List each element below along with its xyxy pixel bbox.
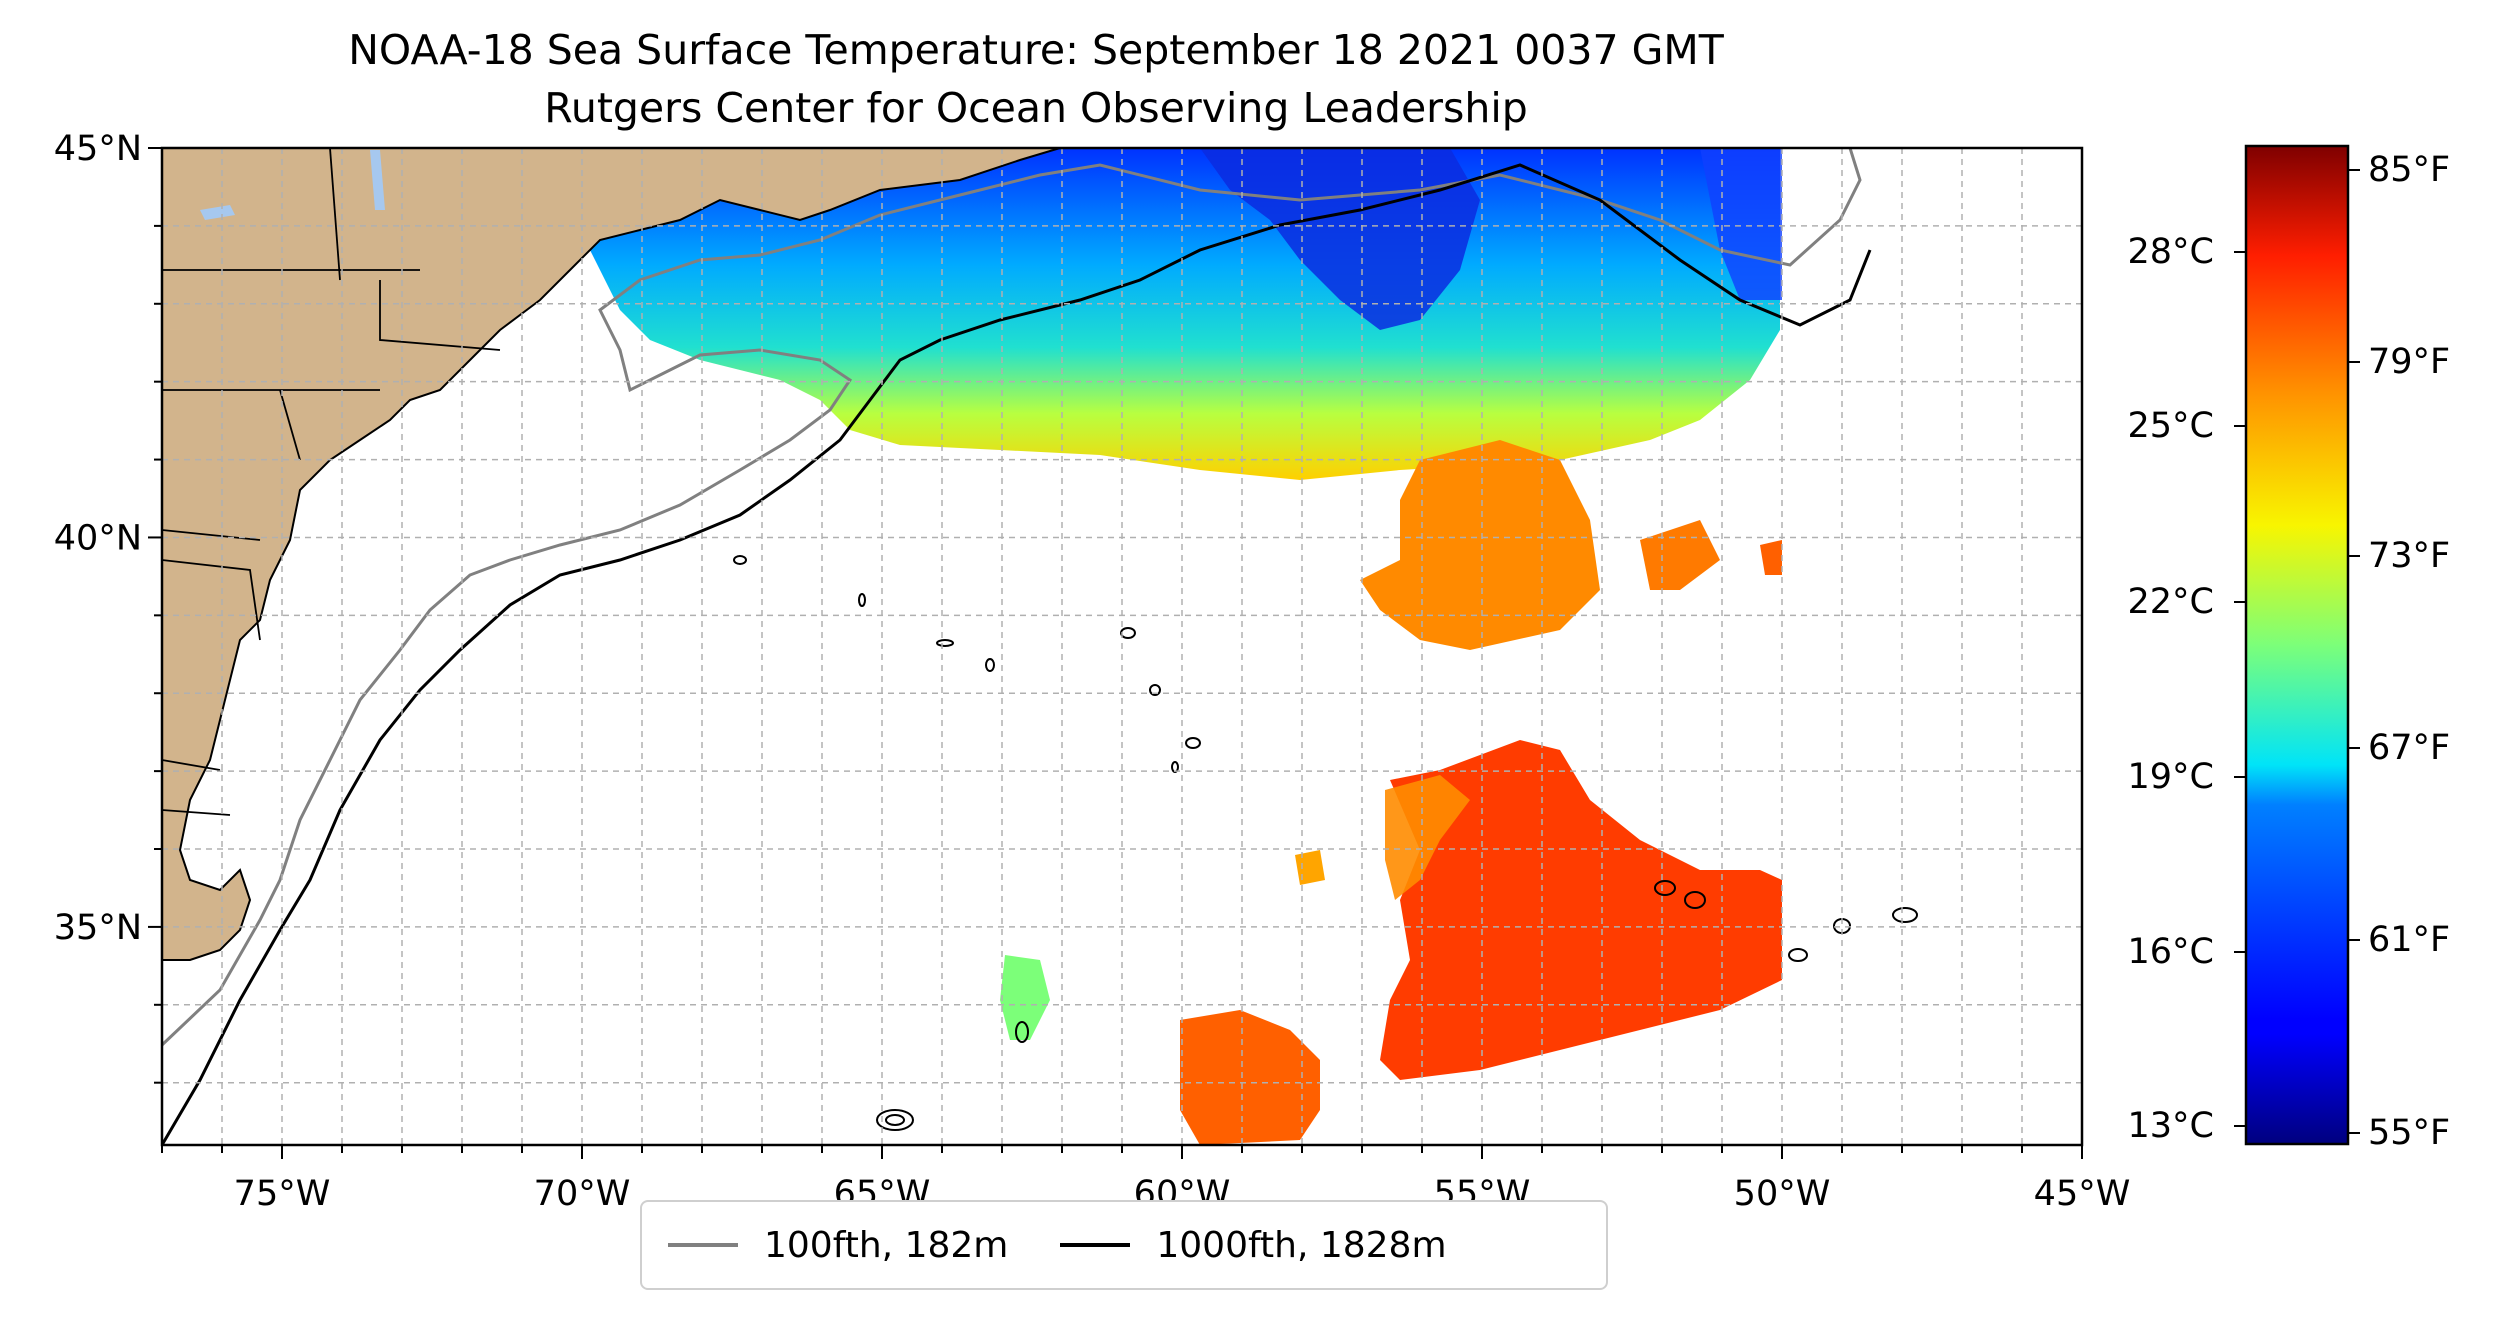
colorbar-fahrenheit-label: 85°F	[2368, 150, 2451, 190]
colorbar-celsius-label: 25°C	[2127, 406, 2214, 446]
legend-swatch	[668, 1243, 738, 1247]
legend-item-100fth: 100fth, 182m	[668, 1225, 1008, 1266]
colorbar-ticks	[2234, 169, 2360, 1134]
legend-swatch	[1060, 1243, 1131, 1247]
legend-label: 1000fth, 1828m	[1156, 1224, 1447, 1266]
colorbar-fahrenheit-label: 79°F	[2368, 342, 2451, 382]
lon-tick-label: 50°W	[1734, 1174, 1831, 1214]
colorbar-fahrenheit-label: 67°F	[2368, 728, 2451, 768]
chart-title: NOAA-18 Sea Surface Temperature: Septemb…	[348, 26, 1724, 74]
sst-green-patch	[1000, 955, 1050, 1040]
contour-100fth	[162, 148, 1862, 1047]
colorbar-celsius-label: 19°C	[2127, 757, 2214, 797]
sst-warm-center	[1360, 440, 1600, 650]
colorbar-fahrenheit-label: 73°F	[2368, 536, 2451, 576]
colorbar-celsius-label: 22°C	[2127, 582, 2214, 622]
sst-cold-patch	[1200, 148, 1480, 330]
sst-southwest-patch	[1180, 1010, 1320, 1145]
gridlines	[162, 148, 2082, 1145]
colorbar-celsius-label: 13°C	[2127, 1106, 2214, 1146]
legend-item-1000fth: 1000fth, 1828m	[1060, 1224, 1447, 1266]
state-borders	[162, 148, 501, 816]
chart-subtitle: Rutgers Center for Ocean Observing Leade…	[544, 84, 1528, 132]
lat-tick-label: 35°N	[54, 908, 142, 948]
colorbar-celsius-label: 16°C	[2127, 932, 2214, 972]
sst-cold-patch-east	[1700, 148, 1782, 300]
colorbar-fahrenheit-label: 61°F	[2368, 920, 2451, 960]
lake	[200, 205, 235, 220]
lake	[370, 150, 385, 210]
sst-warm-dot	[1760, 540, 1782, 575]
lat-tick-label: 45°N	[54, 129, 142, 169]
sst-south-warm-edge	[1385, 775, 1470, 900]
land-us-coast	[162, 148, 1061, 961]
colorbar-fahrenheit-label: 55°F	[2368, 1113, 2451, 1153]
lat-tick-label: 40°N	[54, 518, 142, 558]
sst-small-patch	[1295, 850, 1325, 885]
lon-tick-label: 70°W	[534, 1174, 631, 1214]
sst-south-warm	[1380, 740, 1782, 1080]
axis-ticks	[148, 147, 2083, 1159]
legend-label: 100fth, 182m	[764, 1224, 1009, 1266]
lon-tick-label: 75°W	[234, 1174, 331, 1214]
lat-tick-labels: 45°N 40°N 35°N	[54, 129, 142, 948]
legend: 100fth, 182m 1000fth, 1828m	[640, 1200, 1608, 1290]
lon-tick-label: 45°W	[2034, 1174, 2131, 1214]
colorbar-celsius-label: 28°C	[2127, 232, 2214, 272]
contour-1000fth	[162, 163, 1872, 1145]
colorbar	[2244, 144, 2350, 1146]
